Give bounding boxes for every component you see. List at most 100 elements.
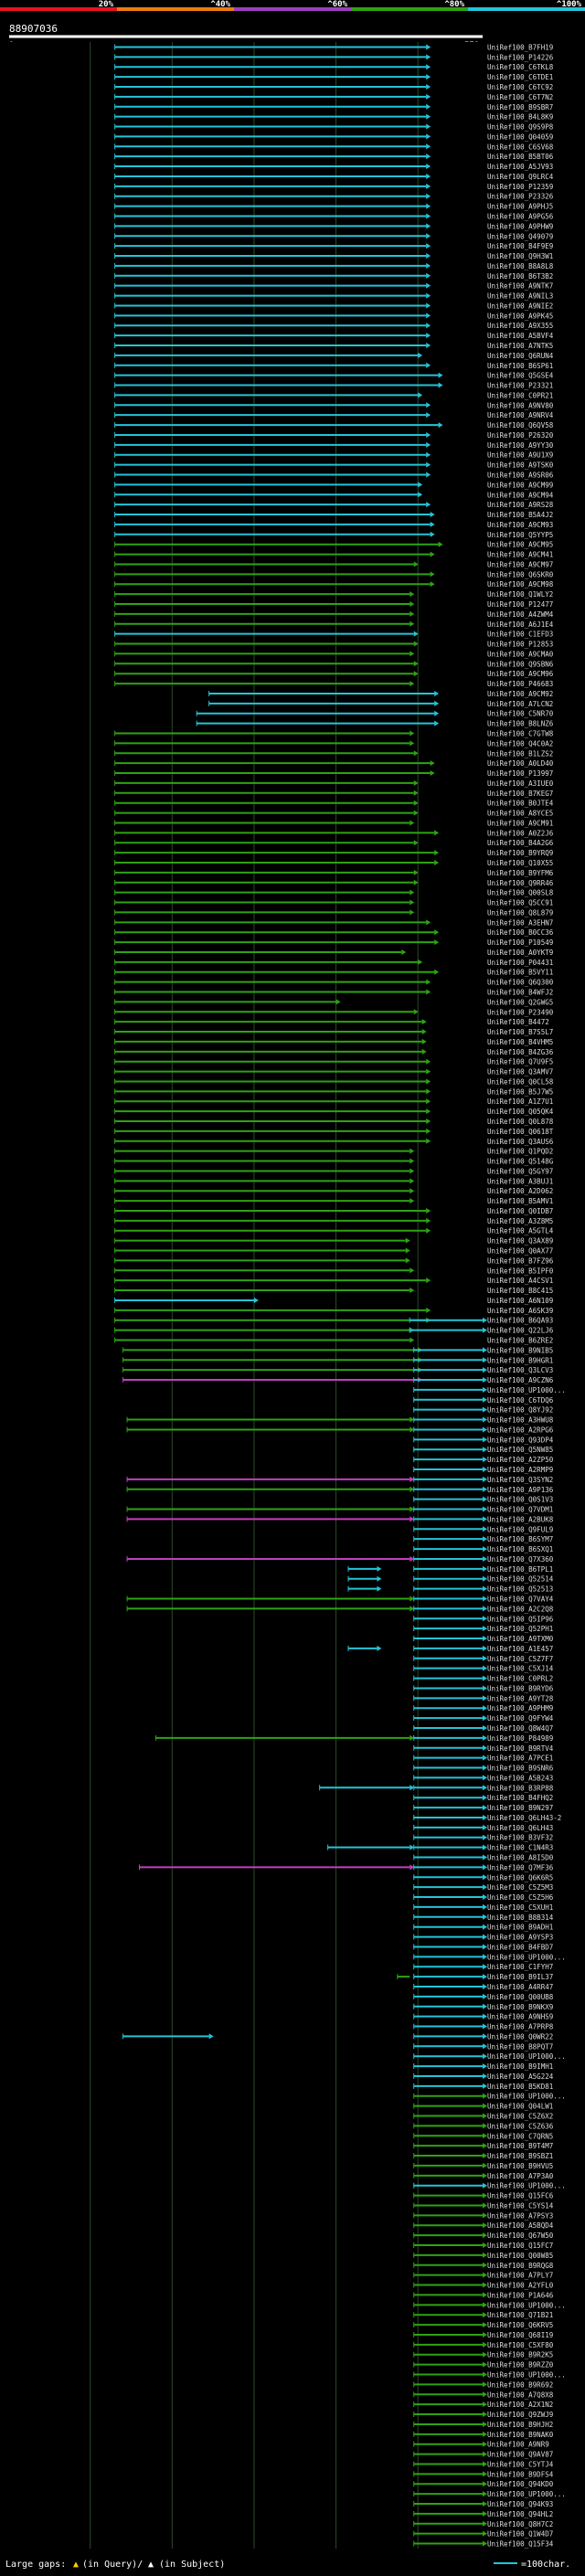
hit-id-label: UniRef100_Q15FC7 bbox=[487, 2242, 553, 2250]
alignment-arrow bbox=[483, 1426, 487, 1433]
hit-id-label: UniRef100_A9U1X9 bbox=[487, 451, 553, 460]
alignment-arrow bbox=[483, 2501, 487, 2507]
hit-id-label: UniRef100_A9YSP3 bbox=[487, 1934, 553, 1942]
hit-id-label: UniRef100_Q0AX77 bbox=[487, 1247, 553, 1256]
legend-scale-text: =100char. bbox=[521, 2560, 570, 2570]
alignment-arrow bbox=[434, 720, 440, 726]
hit-id-label: UniRef100_Q49079 bbox=[487, 232, 553, 240]
alignment-arrow bbox=[483, 1565, 487, 1572]
alignment-arrow bbox=[418, 959, 423, 965]
hit-id-label: UniRef100_B9R692 bbox=[487, 2380, 553, 2389]
legend-subject-text: (in Subject) bbox=[159, 2560, 225, 2570]
alignment-arrow bbox=[413, 790, 419, 796]
alignment-arrow bbox=[483, 1705, 487, 1712]
alignment-arrow bbox=[410, 1606, 415, 1612]
alignment-arrow bbox=[483, 2341, 487, 2348]
hit-id-label: UniRef100_Q8L879 bbox=[487, 908, 553, 917]
hit-id-label: UniRef100_B9NAK0 bbox=[487, 2431, 554, 2439]
alignment-arrow bbox=[410, 1476, 415, 1482]
alignment-arrow bbox=[483, 1636, 487, 1642]
alignment-arrow bbox=[413, 879, 419, 885]
alignment-arrow bbox=[410, 651, 415, 657]
alignment-arrow bbox=[418, 482, 423, 488]
alignment-arrow bbox=[483, 2510, 487, 2517]
alignment-arrow bbox=[430, 760, 435, 767]
alignment-arrow bbox=[426, 402, 431, 408]
hit-id-label: UniRef100_A9CM93 bbox=[487, 521, 553, 529]
hit-id-label: UniRef100_Q5148G bbox=[487, 1158, 554, 1166]
alignment-arrow bbox=[483, 2123, 487, 2129]
alignment-arrow bbox=[483, 2481, 487, 2487]
alignment-arrow bbox=[426, 64, 431, 70]
alignment-arrow bbox=[426, 1207, 431, 1214]
alignment-arrow bbox=[483, 1486, 487, 1492]
alignment-arrow bbox=[410, 740, 415, 747]
alignment-arrow bbox=[483, 1536, 487, 1542]
alignment-arrow bbox=[413, 800, 419, 806]
alignment-arrow bbox=[426, 243, 431, 249]
hit-id-label: UniRef100_C5Z7F7 bbox=[487, 1655, 553, 1663]
hit-id-label: UniRef100_B9YFM6 bbox=[487, 869, 554, 877]
alignment-arrow bbox=[430, 531, 435, 537]
hit-id-label: UniRef100_Q0IDB7 bbox=[487, 1207, 553, 1215]
alignment-arrow bbox=[410, 1337, 415, 1343]
hit-id-label: UniRef100_A4CSV1 bbox=[487, 1277, 553, 1285]
alignment-arrow bbox=[483, 1606, 487, 1612]
hit-id-label: UniRef100_A9CZN6 bbox=[487, 1376, 554, 1384]
alignment-arrow bbox=[421, 1038, 427, 1044]
alignment-arrow bbox=[483, 1795, 487, 1801]
hit-id-label: UniRef100_A9NV80 bbox=[487, 401, 554, 409]
hit-id-label: UniRef100_A9YY30 bbox=[487, 441, 554, 450]
hit-id-label: UniRef100_B8PQT7 bbox=[487, 2042, 553, 2051]
alignment-arrow bbox=[426, 1088, 431, 1095]
legend-query-text: (in Query)/ bbox=[82, 2560, 143, 2570]
hit-id-label: UniRef100_C0PRL2 bbox=[487, 1675, 553, 1683]
hit-id-label: UniRef100_B9HJH2 bbox=[487, 2421, 553, 2429]
score-bin-bar bbox=[234, 7, 351, 11]
hit-id-label: UniRef100_Q22LJ6 bbox=[487, 1327, 554, 1335]
alignment-arrow bbox=[426, 323, 431, 329]
alignment-arrow bbox=[426, 502, 431, 508]
alignment-arrow bbox=[483, 1964, 487, 1970]
hit-id-label: UniRef100_A7PCE1 bbox=[487, 1754, 553, 1763]
hit-id-label: UniRef100_B4472 bbox=[487, 1018, 549, 1026]
hit-id-label: UniRef100_Q6SKR0 bbox=[487, 570, 554, 578]
hit-id-label: UniRef100_C5NR70 bbox=[487, 710, 554, 718]
alignment-arrow bbox=[426, 979, 431, 985]
alignment-arrow bbox=[426, 1118, 431, 1125]
alignment-arrow bbox=[483, 2520, 487, 2527]
alignment-arrow bbox=[483, 2421, 487, 2427]
hit-id-label: UniRef100_A2RMP9 bbox=[487, 1466, 553, 1474]
alignment-arrow bbox=[410, 681, 415, 687]
axis-start-label: 1 bbox=[9, 41, 14, 42]
alignment-arrow bbox=[483, 2312, 487, 2318]
hit-id-label: UniRef100_Q8YJ92 bbox=[487, 1406, 553, 1415]
hit-id-label: UniRef100_A9CM92 bbox=[487, 690, 553, 698]
alignment-arrow bbox=[483, 1695, 487, 1701]
alignment-arrow bbox=[483, 1924, 487, 1930]
hit-id-label: UniRef100_A9PHJ5 bbox=[487, 203, 553, 211]
alignment-arrow bbox=[483, 2153, 487, 2159]
hit-id-label: UniRef100_P23326 bbox=[487, 193, 554, 201]
alignment-arrow bbox=[426, 989, 431, 995]
alignment-arrow bbox=[483, 2162, 487, 2168]
hit-id-label: UniRef100_B8A8L8 bbox=[487, 262, 554, 270]
hit-id-label: UniRef100_P23490 bbox=[487, 1008, 554, 1016]
alignment-arrow bbox=[483, 1595, 487, 1602]
alignment-arrow bbox=[483, 1724, 487, 1731]
alignment-arrow bbox=[483, 2272, 487, 2278]
hit-id-label: UniRef100_B9YRQ9 bbox=[487, 849, 553, 857]
hit-id-label: UniRef100_A7LCN2 bbox=[487, 700, 553, 708]
hit-id-label: UniRef100_A2RPG6 bbox=[487, 1426, 554, 1434]
alignment-arrow bbox=[410, 1267, 415, 1274]
alignment-arrow bbox=[483, 1954, 487, 1960]
hit-id-label: UniRef100_Q94KD0 bbox=[487, 2480, 554, 2488]
alignment-arrow bbox=[483, 2252, 487, 2258]
hit-id-label: UniRef100_B9IMH1 bbox=[487, 2062, 553, 2071]
alignment-arrow bbox=[410, 610, 415, 617]
alignment-arrow bbox=[426, 412, 431, 419]
alignment-arrow bbox=[483, 2322, 487, 2328]
alignment-arrow bbox=[434, 710, 440, 716]
hit-id-label: UniRef100_UP1000... bbox=[487, 2093, 566, 2101]
hit-id-label: UniRef100_A3IUE0 bbox=[487, 779, 554, 788]
